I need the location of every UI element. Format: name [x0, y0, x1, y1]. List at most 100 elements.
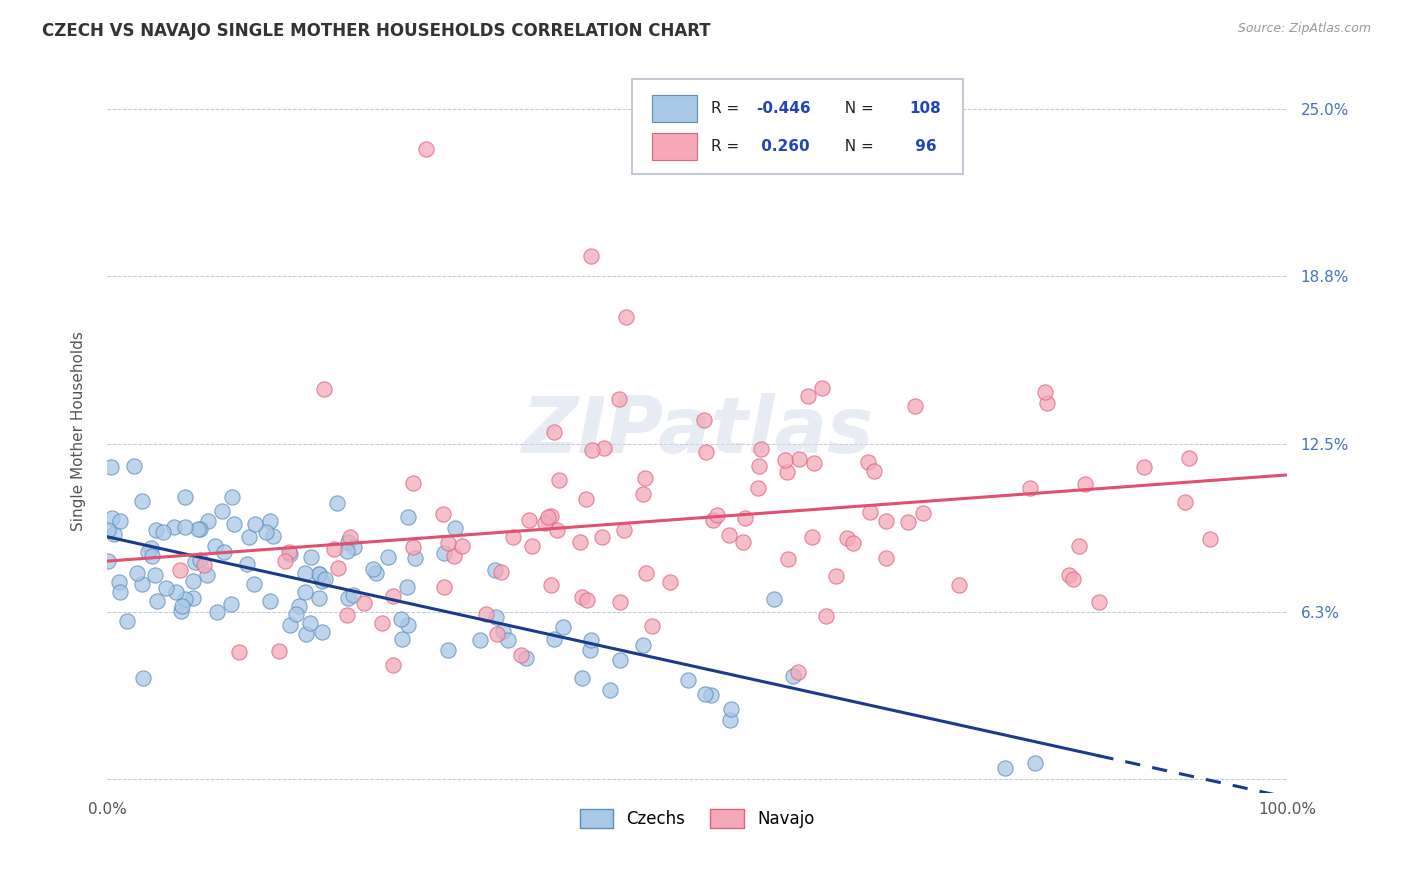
- Navajo: [540, 509, 562, 524]
- Czechs: [125, 566, 148, 581]
- Navajo: [778, 552, 800, 566]
- Navajo: [571, 590, 593, 604]
- Czechs: [294, 566, 316, 581]
- Navajo: [339, 530, 361, 544]
- Navajo: [274, 554, 297, 568]
- Czechs: [280, 617, 302, 632]
- Czechs: [131, 577, 153, 591]
- Text: R =: R =: [711, 139, 744, 154]
- Czechs: [195, 568, 218, 582]
- Czechs: [436, 643, 458, 657]
- Czechs: [212, 545, 235, 559]
- Navajo: [432, 507, 454, 521]
- Czechs: [141, 549, 163, 564]
- Czechs: [389, 612, 412, 626]
- Text: N =: N =: [835, 101, 879, 116]
- Czechs: [396, 617, 419, 632]
- Czechs: [145, 594, 167, 608]
- Navajo: [658, 575, 681, 590]
- Navajo: [1174, 495, 1197, 509]
- Czechs: [470, 632, 492, 647]
- Czechs: [366, 566, 388, 581]
- Czechs: [100, 460, 122, 475]
- Navajo: [609, 595, 631, 609]
- Czechs: [633, 638, 655, 652]
- Navajo: [193, 558, 215, 573]
- Navajo: [443, 549, 465, 563]
- Navajo: [277, 544, 299, 558]
- Text: CZECH VS NAVAJO SINGLE MOTHER HOUSEHOLDS CORRELATION CHART: CZECH VS NAVAJO SINGLE MOTHER HOUSEHOLDS…: [42, 22, 711, 40]
- Czechs: [288, 599, 311, 614]
- Text: ZIPatlas: ZIPatlas: [522, 392, 873, 468]
- Czechs: [444, 520, 467, 534]
- Navajo: [169, 563, 191, 577]
- Navajo: [353, 596, 375, 610]
- Navajo: [314, 382, 336, 396]
- Navajo: [451, 539, 474, 553]
- Text: 108: 108: [910, 101, 942, 116]
- Navajo: [835, 531, 858, 545]
- Czechs: [145, 523, 167, 537]
- Czechs: [342, 588, 364, 602]
- Czechs: [155, 582, 177, 596]
- Czechs: [181, 591, 204, 606]
- Navajo: [522, 539, 544, 553]
- Czechs: [207, 605, 229, 619]
- Y-axis label: Single Mother Households: Single Mother Households: [72, 331, 86, 531]
- Czechs: [678, 673, 700, 687]
- Navajo: [1133, 460, 1156, 475]
- Czechs: [211, 504, 233, 518]
- Navajo: [747, 481, 769, 495]
- Czechs: [188, 553, 211, 567]
- Navajo: [437, 536, 460, 550]
- Navajo: [733, 535, 755, 549]
- Navajo: [579, 249, 602, 263]
- Czechs: [433, 546, 456, 560]
- Navajo: [415, 142, 437, 156]
- Navajo: [814, 609, 837, 624]
- Navajo: [381, 589, 404, 603]
- Navajo: [824, 569, 846, 583]
- Navajo: [1062, 572, 1084, 586]
- Czechs: [363, 562, 385, 576]
- Text: Source: ZipAtlas.com: Source: ZipAtlas.com: [1237, 22, 1371, 36]
- Navajo: [875, 551, 897, 566]
- Czechs: [720, 701, 742, 715]
- Czechs: [581, 633, 603, 648]
- Navajo: [1178, 450, 1201, 465]
- Navajo: [502, 530, 524, 544]
- Czechs: [994, 760, 1017, 774]
- Navajo: [228, 645, 250, 659]
- Navajo: [568, 535, 591, 549]
- Czechs: [222, 516, 245, 531]
- Text: 0.260: 0.260: [756, 139, 810, 154]
- Czechs: [599, 683, 621, 698]
- Czechs: [174, 520, 197, 534]
- Navajo: [863, 464, 886, 478]
- Navajo: [614, 310, 637, 324]
- Navajo: [509, 648, 531, 662]
- FancyBboxPatch shape: [652, 95, 697, 122]
- Czechs: [496, 632, 519, 647]
- Navajo: [633, 486, 655, 500]
- Navajo: [811, 381, 834, 395]
- Czechs: [163, 520, 186, 534]
- Navajo: [402, 540, 425, 554]
- Czechs: [553, 620, 575, 634]
- Navajo: [693, 413, 716, 427]
- Czechs: [301, 549, 323, 564]
- Navajo: [1036, 396, 1059, 410]
- Czechs: [337, 535, 360, 549]
- Navajo: [912, 506, 935, 520]
- Czechs: [101, 511, 124, 525]
- Czechs: [132, 671, 155, 685]
- Navajo: [474, 607, 496, 621]
- Czechs: [97, 554, 120, 568]
- Czechs: [308, 591, 330, 606]
- Czechs: [285, 607, 308, 622]
- Navajo: [776, 465, 799, 479]
- Czechs: [166, 585, 188, 599]
- Czechs: [152, 524, 174, 539]
- Czechs: [136, 545, 159, 559]
- Czechs: [174, 491, 197, 505]
